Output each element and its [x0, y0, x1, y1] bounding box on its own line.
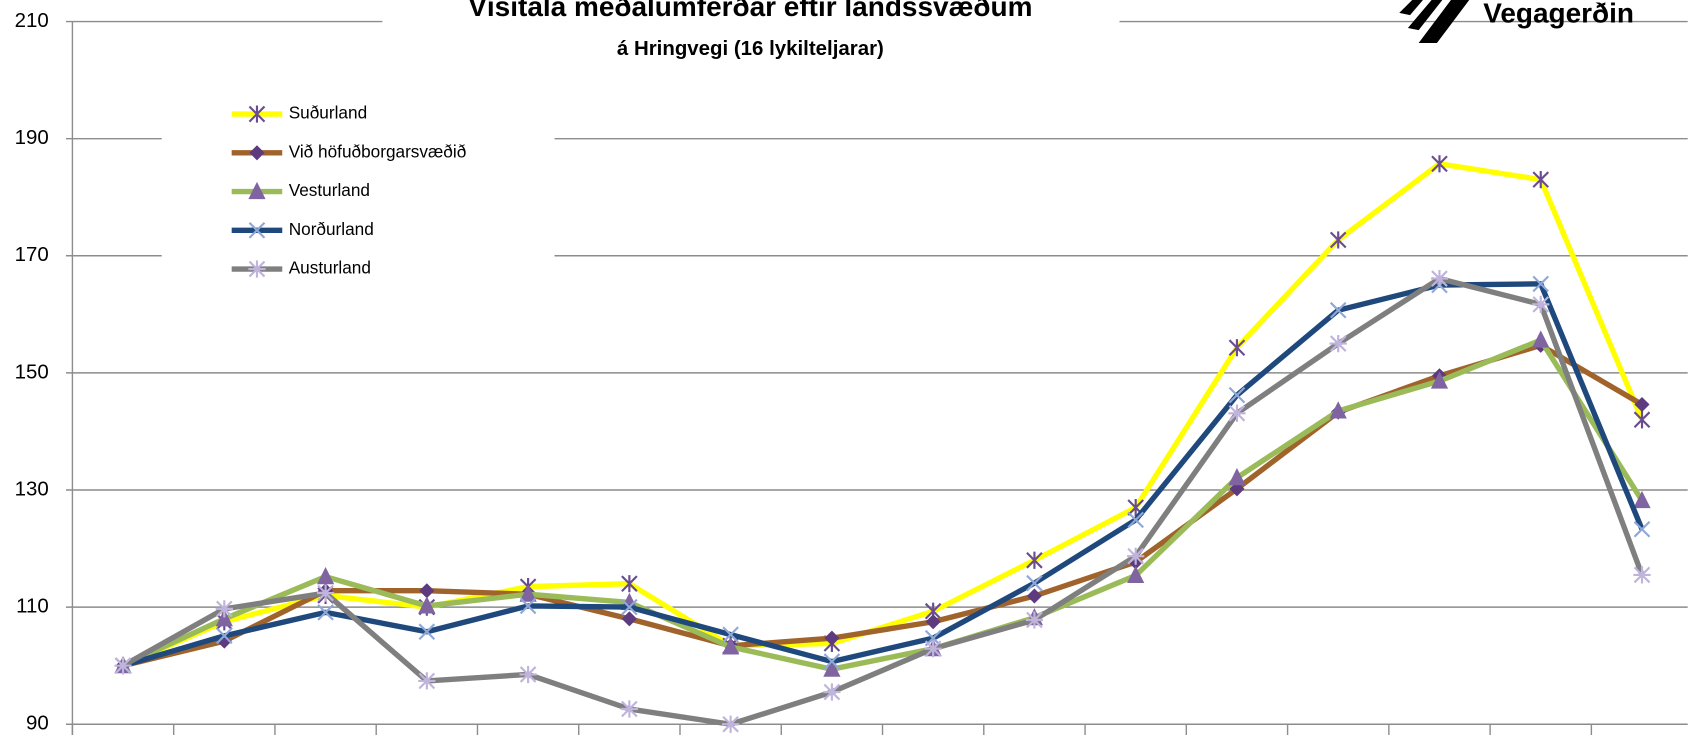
marker — [1026, 551, 1043, 569]
chart-subtitle: á Hringvegi (16 lykilteljarar) — [617, 37, 884, 60]
marker — [519, 597, 537, 615]
marker — [621, 611, 637, 627]
marker — [1228, 468, 1246, 486]
legend-label: Vesturland — [289, 180, 370, 200]
y-tick-label: 150 — [15, 360, 49, 383]
legend: Suðurland Við höfuðborgarsvæðið Vesturland… — [231, 103, 467, 278]
marker — [722, 715, 740, 733]
marker — [621, 598, 638, 616]
legend-label: Við höfuðborgarsvæðið — [289, 141, 467, 161]
marker — [1025, 611, 1044, 629]
marker — [1532, 295, 1550, 313]
marker — [924, 640, 942, 658]
marker — [1228, 386, 1246, 404]
y-tick-label: 210 — [15, 9, 49, 32]
marker — [1633, 490, 1651, 509]
marker — [316, 584, 335, 602]
marker — [925, 614, 941, 630]
marker — [1127, 565, 1145, 584]
series-line — [121, 337, 1645, 672]
marker — [114, 657, 132, 675]
logo-text: Vegagerðin — [1483, 0, 1634, 28]
marker — [1430, 269, 1449, 288]
marker — [419, 583, 435, 599]
marker — [823, 659, 841, 677]
marker — [248, 181, 266, 200]
legend-label: Austurland — [289, 258, 371, 278]
marker — [1430, 371, 1449, 389]
y-tick-label: 130 — [15, 477, 49, 500]
marker — [248, 105, 266, 123]
marker — [519, 584, 537, 602]
logo-stripe — [1418, 0, 1470, 44]
marker — [215, 609, 233, 627]
marker — [823, 653, 841, 670]
legend-box — [161, 92, 555, 291]
marker — [1634, 396, 1650, 413]
marker — [215, 600, 233, 618]
marker — [824, 630, 840, 646]
marker — [1228, 404, 1246, 422]
logo-stripe — [1407, 0, 1443, 31]
marker — [418, 672, 436, 690]
marker — [519, 665, 537, 684]
y-tick-label: 190 — [15, 126, 49, 149]
marker — [722, 626, 739, 643]
marker — [1026, 588, 1042, 604]
logo-stripe — [1399, 0, 1423, 16]
marker — [1633, 520, 1651, 538]
plot — [114, 155, 1651, 733]
logo: Vegagerðin — [1399, 0, 1634, 44]
marker — [621, 575, 638, 593]
marker — [248, 260, 266, 278]
chart-title: Vísitala meðalumferðar eftir landssvæðum — [468, 0, 1032, 22]
marker — [1127, 511, 1144, 529]
marker — [216, 627, 233, 645]
series — [114, 269, 1651, 733]
marker — [1329, 334, 1347, 353]
marker — [418, 623, 436, 641]
legend-label: Norðurland — [289, 219, 374, 239]
marker — [1228, 339, 1246, 357]
marker — [1532, 171, 1550, 189]
y-tick-label: 90 — [26, 712, 49, 735]
marker — [1329, 301, 1347, 319]
marker — [823, 683, 841, 701]
series-line — [121, 275, 1645, 727]
marker — [1633, 566, 1651, 584]
series-line — [122, 281, 1645, 669]
y-tick-label: 110 — [16, 595, 49, 618]
marker — [1431, 155, 1448, 173]
marker — [418, 596, 436, 614]
marker — [1329, 401, 1347, 419]
marker — [1532, 330, 1550, 348]
marker — [316, 566, 335, 585]
marker — [1127, 547, 1145, 565]
marker — [620, 700, 638, 718]
marker — [1329, 231, 1347, 249]
y-tick-label: 170 — [15, 243, 49, 266]
title-box — [382, 0, 1120, 31]
legend-label: Suðurland — [289, 103, 367, 123]
marker — [317, 604, 334, 621]
marker — [1532, 275, 1550, 293]
marker — [722, 637, 740, 655]
marker — [1633, 411, 1651, 429]
marker — [1026, 574, 1043, 592]
marker — [248, 221, 266, 239]
